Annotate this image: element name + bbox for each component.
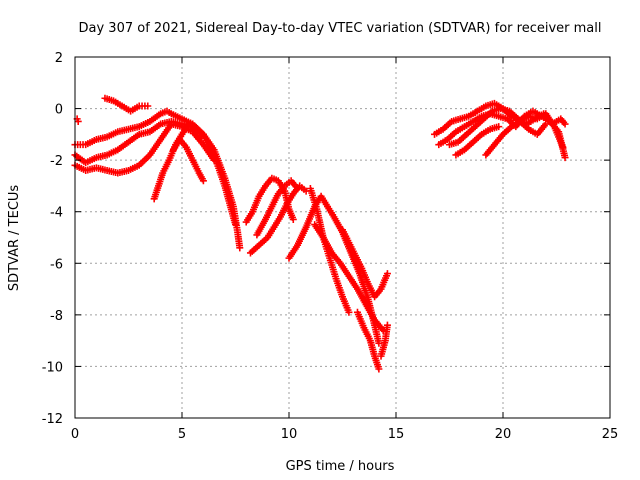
data-markers xyxy=(71,94,569,373)
data-point xyxy=(144,102,152,110)
data-point xyxy=(495,123,503,131)
data-point xyxy=(232,221,239,229)
y-tick-label: -2 xyxy=(50,154,63,169)
series-arc-20 xyxy=(452,123,503,159)
series-arc-13 xyxy=(311,221,387,334)
x-tick-label: 5 xyxy=(178,427,186,442)
data-point xyxy=(74,117,82,125)
x-tick-label: 20 xyxy=(495,427,512,442)
series-arc-5 xyxy=(101,94,152,115)
data-point xyxy=(383,321,391,329)
x-tick-label: 0 xyxy=(71,427,79,442)
series-arc-15 xyxy=(353,308,383,373)
y-tick-label: 0 xyxy=(55,103,63,118)
y-tick-label: -6 xyxy=(50,257,63,272)
x-tick-label: 25 xyxy=(602,427,619,442)
series-arc-16 xyxy=(377,321,391,360)
y-tick-label: -10 xyxy=(42,360,63,375)
series-arc-7 xyxy=(169,136,207,185)
data-point xyxy=(197,133,205,141)
series-arc-18 xyxy=(435,107,569,162)
data-point xyxy=(561,120,569,128)
x-tick-label: 10 xyxy=(281,427,298,442)
y-tick-label: 2 xyxy=(55,51,63,66)
series-arc-4 xyxy=(71,120,218,177)
data-point xyxy=(345,308,353,316)
y-tick-label: -12 xyxy=(42,412,63,427)
data-point xyxy=(289,215,297,223)
data-point xyxy=(542,120,550,128)
x-tick-label: 15 xyxy=(388,427,405,442)
plot-frame xyxy=(74,56,611,419)
series-arc-14 xyxy=(339,226,391,301)
y-tick-label: -8 xyxy=(50,309,63,324)
data-point xyxy=(236,244,244,252)
y-axis-label: SDTVAR / TECUs xyxy=(7,185,22,292)
axis-ticks xyxy=(74,56,611,419)
chart-title: Day 307 of 2021, Sidereal Day-to-day VTE… xyxy=(79,21,602,36)
tick-labels: 0 5 10 15 20 25 -12 -10 -8 -6 -4 -2 0 2 xyxy=(42,51,619,442)
data-point xyxy=(561,154,569,162)
data-point xyxy=(210,156,218,164)
y-tick-label: -4 xyxy=(50,206,63,221)
data-point xyxy=(383,270,391,278)
x-axis-label: GPS time / hours xyxy=(286,459,395,474)
data-point xyxy=(375,365,383,373)
series-arc-8 xyxy=(242,174,297,226)
data-point xyxy=(294,185,302,193)
series-arc-21 xyxy=(482,117,550,159)
series-arc-9 xyxy=(246,182,310,257)
series-arc-10 xyxy=(253,177,302,239)
data-point xyxy=(199,177,207,185)
